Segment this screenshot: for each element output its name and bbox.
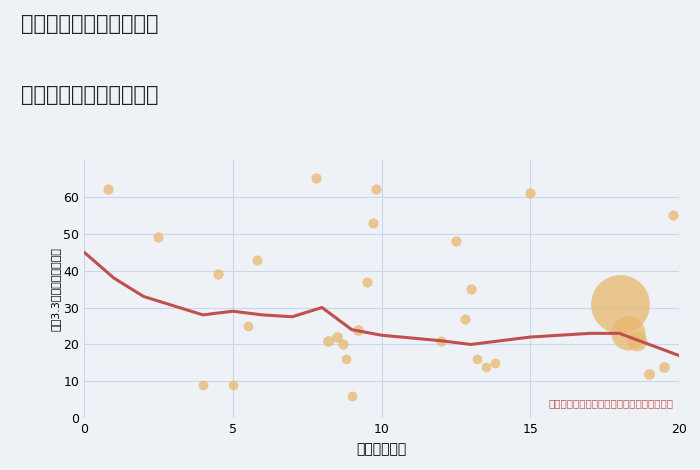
- Point: [614, 300, 625, 307]
- Point: [352, 326, 363, 333]
- Text: 円の大きさは、取引のあった物件面積を示す: 円の大きさは、取引のあった物件面積を示す: [548, 398, 673, 408]
- Point: [331, 333, 342, 341]
- Point: [346, 392, 357, 400]
- X-axis label: 駅距離（分）: 駅距離（分）: [356, 442, 407, 456]
- Text: 兵庫県豊岡市出石町嶋の: 兵庫県豊岡市出石町嶋の: [21, 14, 158, 34]
- Point: [659, 363, 670, 370]
- Point: [435, 337, 447, 345]
- Point: [644, 370, 655, 378]
- Text: 駅距離別中古戸建て価格: 駅距離別中古戸建て価格: [21, 85, 158, 105]
- Point: [370, 186, 381, 193]
- Point: [197, 381, 209, 389]
- Point: [471, 355, 482, 363]
- Point: [212, 271, 223, 278]
- Point: [480, 363, 491, 370]
- Point: [153, 234, 164, 241]
- Point: [361, 278, 372, 285]
- Point: [251, 256, 262, 263]
- Point: [489, 359, 500, 367]
- Point: [227, 381, 238, 389]
- Point: [340, 355, 351, 363]
- Point: [450, 237, 461, 245]
- Point: [102, 186, 113, 193]
- Point: [668, 212, 679, 219]
- Point: [242, 322, 253, 330]
- Point: [337, 341, 349, 348]
- Point: [459, 315, 470, 322]
- Point: [623, 329, 634, 337]
- Point: [322, 337, 333, 345]
- Point: [632, 337, 643, 345]
- Point: [367, 219, 378, 227]
- Point: [525, 189, 536, 197]
- Y-axis label: 坪（3.3㎡）単価（万円）: 坪（3.3㎡）単価（万円）: [50, 247, 60, 331]
- Point: [465, 285, 476, 293]
- Point: [310, 174, 321, 182]
